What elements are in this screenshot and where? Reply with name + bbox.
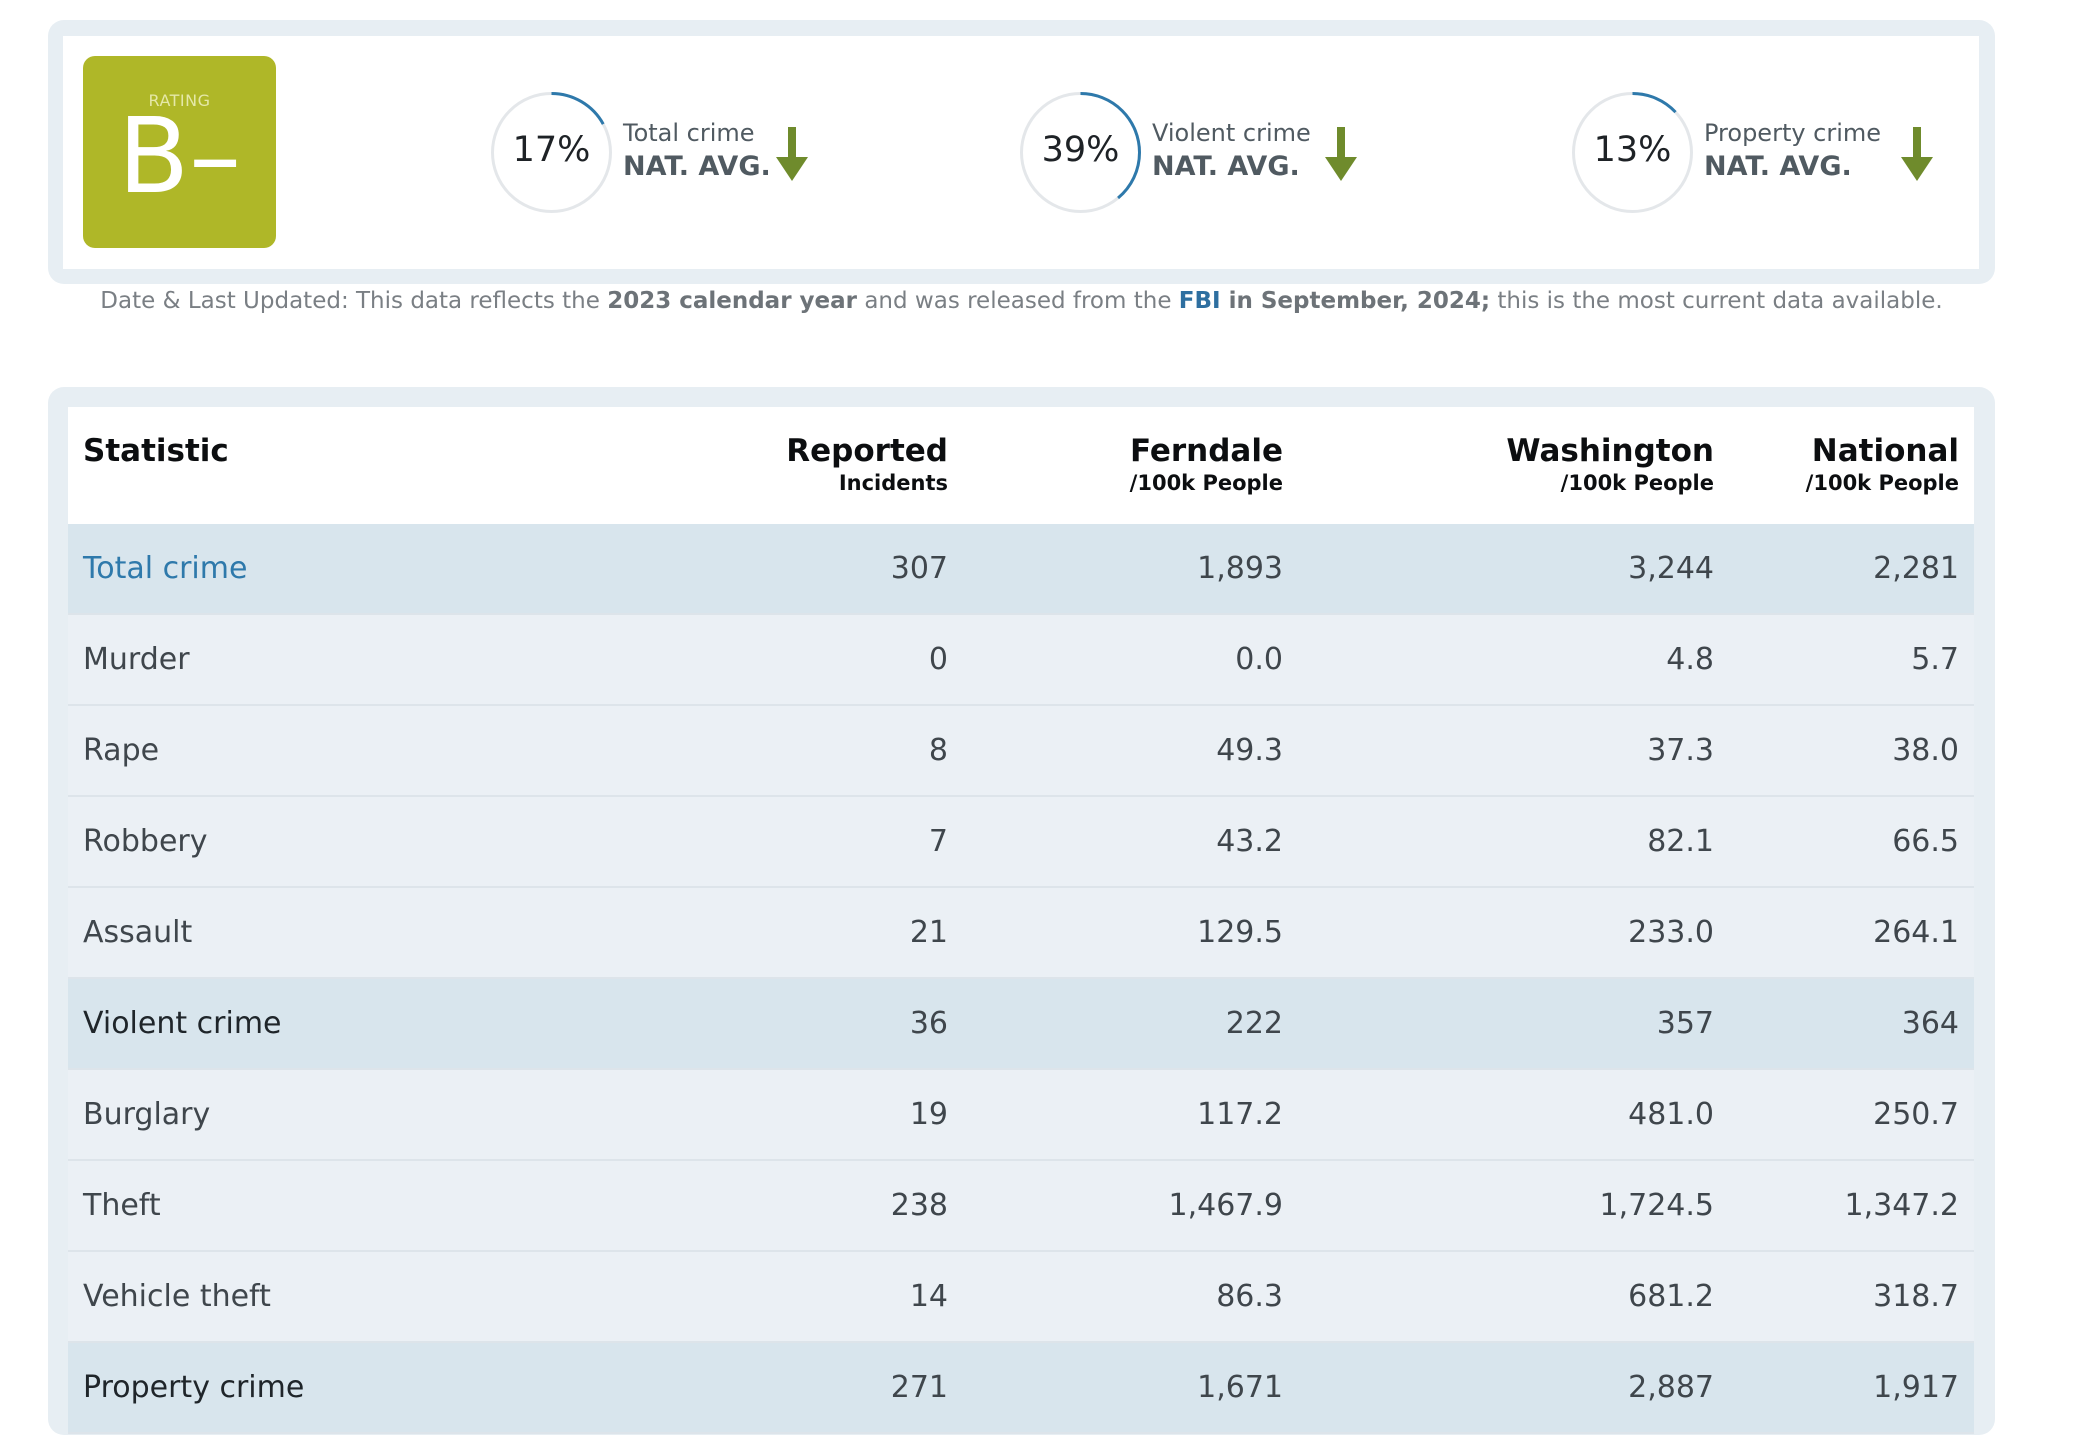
footnote-text: Date & Last Updated: This data reflects … xyxy=(100,288,608,314)
arrow-down-icon xyxy=(1325,127,1357,181)
cell-national: 5.7 xyxy=(1911,642,1959,677)
row-label: Violent crime xyxy=(83,1006,282,1041)
cell-local: 117.2 xyxy=(1197,1097,1283,1132)
cell-state: 2,887 xyxy=(1628,1370,1714,1405)
header-state: Washington /100k People xyxy=(1506,433,1714,495)
cell-reported: 8 xyxy=(928,733,948,768)
table-row: Total crime 307 1,893 3,244 2,281 xyxy=(68,524,1974,615)
cell-reported: 7 xyxy=(928,824,948,859)
percent-ring: 13% xyxy=(1571,91,1694,214)
data-footnote: Date & Last Updated: This data reflects … xyxy=(48,288,1995,314)
cell-local: 1,467.9 xyxy=(1168,1188,1283,1223)
cell-local: 86.3 xyxy=(1216,1279,1283,1314)
table-row: Assault 21 129.5 233.0 264.1 xyxy=(68,888,1974,979)
stat-percent: 17% xyxy=(512,130,591,170)
rating-badge: RATING B– xyxy=(83,56,276,248)
arrow-down-icon xyxy=(1901,127,1933,181)
row-label: Theft xyxy=(83,1188,161,1223)
cell-state: 4.8 xyxy=(1666,642,1714,677)
row-label: Vehicle theft xyxy=(83,1279,271,1314)
row-label: Burglary xyxy=(83,1097,211,1132)
header-local: Ferndale /100k People xyxy=(1129,433,1283,495)
cell-state: 3,244 xyxy=(1628,551,1714,586)
row-label: Property crime xyxy=(83,1370,305,1405)
stat-nat-avg: NAT. AVG. xyxy=(1152,151,1300,182)
table-row: Theft 238 1,467.9 1,724.5 1,347.2 xyxy=(68,1161,1974,1252)
cell-reported: 0 xyxy=(928,642,948,677)
cell-national: 1,917 xyxy=(1873,1370,1959,1405)
cell-local: 1,671 xyxy=(1197,1370,1283,1405)
cell-local: 1,893 xyxy=(1197,551,1283,586)
cell-national: 318.7 xyxy=(1873,1279,1959,1314)
cell-state: 681.2 xyxy=(1628,1279,1714,1314)
cell-reported: 21 xyxy=(909,915,948,950)
stat-percent: 13% xyxy=(1593,130,1672,170)
cell-national: 1,347.2 xyxy=(1844,1188,1959,1223)
row-label: Rape xyxy=(83,733,160,768)
cell-reported: 238 xyxy=(890,1188,948,1223)
table-row: Violent crime 36 222 357 364 xyxy=(68,979,1974,1070)
cell-state: 481.0 xyxy=(1628,1097,1714,1132)
cell-state: 37.3 xyxy=(1647,733,1714,768)
footnote-text: this is the most current data available. xyxy=(1490,288,1943,314)
table-row: Property crime 271 1,671 2,887 1,917 xyxy=(68,1343,1974,1434)
stat-total-crime: 17% Total crime NAT. AVG. xyxy=(490,91,820,214)
stat-name: Total crime xyxy=(623,119,755,147)
cell-reported: 36 xyxy=(909,1006,948,1041)
cell-state: 357 xyxy=(1656,1006,1714,1041)
cell-state: 1,724.5 xyxy=(1599,1188,1714,1223)
table-row: Robbery 7 43.2 82.1 66.5 xyxy=(68,797,1974,888)
cell-national: 38.0 xyxy=(1892,733,1959,768)
stat-name: Property crime xyxy=(1704,119,1882,147)
cell-local: 43.2 xyxy=(1216,824,1283,859)
header-reported: Reported Incidents xyxy=(786,433,948,495)
stat-nat-avg: NAT. AVG. xyxy=(623,151,771,182)
fbi-link[interactable]: FBI xyxy=(1178,288,1221,314)
cell-national: 250.7 xyxy=(1873,1097,1959,1132)
row-label: Assault xyxy=(83,915,193,950)
rating-label: RATING xyxy=(148,91,211,110)
cell-local: 129.5 xyxy=(1197,915,1283,950)
stat-percent: 39% xyxy=(1041,130,1120,170)
cell-reported: 271 xyxy=(890,1370,948,1405)
row-label: Robbery xyxy=(83,824,208,859)
rating-grade: B– xyxy=(117,95,242,217)
table-row: Burglary 19 117.2 481.0 250.7 xyxy=(68,1070,1974,1161)
cell-local: 222 xyxy=(1225,1006,1283,1041)
cell-national: 66.5 xyxy=(1892,824,1959,859)
cell-local: 0.0 xyxy=(1235,642,1283,677)
total-crime-link[interactable]: Total crime xyxy=(83,551,248,586)
cell-state: 233.0 xyxy=(1628,915,1714,950)
cell-national: 264.1 xyxy=(1873,915,1959,950)
header-national: National /100k People xyxy=(1805,433,1959,495)
stat-nat-avg: NAT. AVG. xyxy=(1704,151,1852,182)
table-row: Murder 0 0.0 4.8 5.7 xyxy=(68,615,1974,706)
cell-national: 2,281 xyxy=(1873,551,1959,586)
percent-ring: 39% xyxy=(1019,91,1142,214)
table-row: Vehicle theft 14 86.3 681.2 318.7 xyxy=(68,1252,1974,1343)
percent-ring: 17% xyxy=(490,91,613,214)
stat-name: Violent crime xyxy=(1152,119,1311,147)
stat-violent-crime: 39% Violent crime NAT. AVG. xyxy=(1019,91,1369,214)
footnote-text: and was released from the xyxy=(857,288,1179,314)
stat-property-crime: 13% Property crime NAT. AVG. xyxy=(1571,91,1933,214)
footnote-year: 2023 calendar year xyxy=(607,288,858,314)
cell-reported: 14 xyxy=(909,1279,948,1314)
footnote-release: in September, 2024; xyxy=(1220,288,1491,314)
cell-local: 49.3 xyxy=(1216,733,1283,768)
header-statistic: Statistic xyxy=(83,433,229,469)
table-header: Statistic Reported Incidents Ferndale /1… xyxy=(68,407,1974,517)
table-row: Rape 8 49.3 37.3 38.0 xyxy=(68,706,1974,797)
cell-reported: 19 xyxy=(909,1097,948,1132)
cell-national: 364 xyxy=(1901,1006,1959,1041)
cell-reported: 307 xyxy=(890,551,948,586)
arrow-down-icon xyxy=(776,127,808,181)
row-label: Murder xyxy=(83,642,190,677)
cell-state: 82.1 xyxy=(1647,824,1714,859)
